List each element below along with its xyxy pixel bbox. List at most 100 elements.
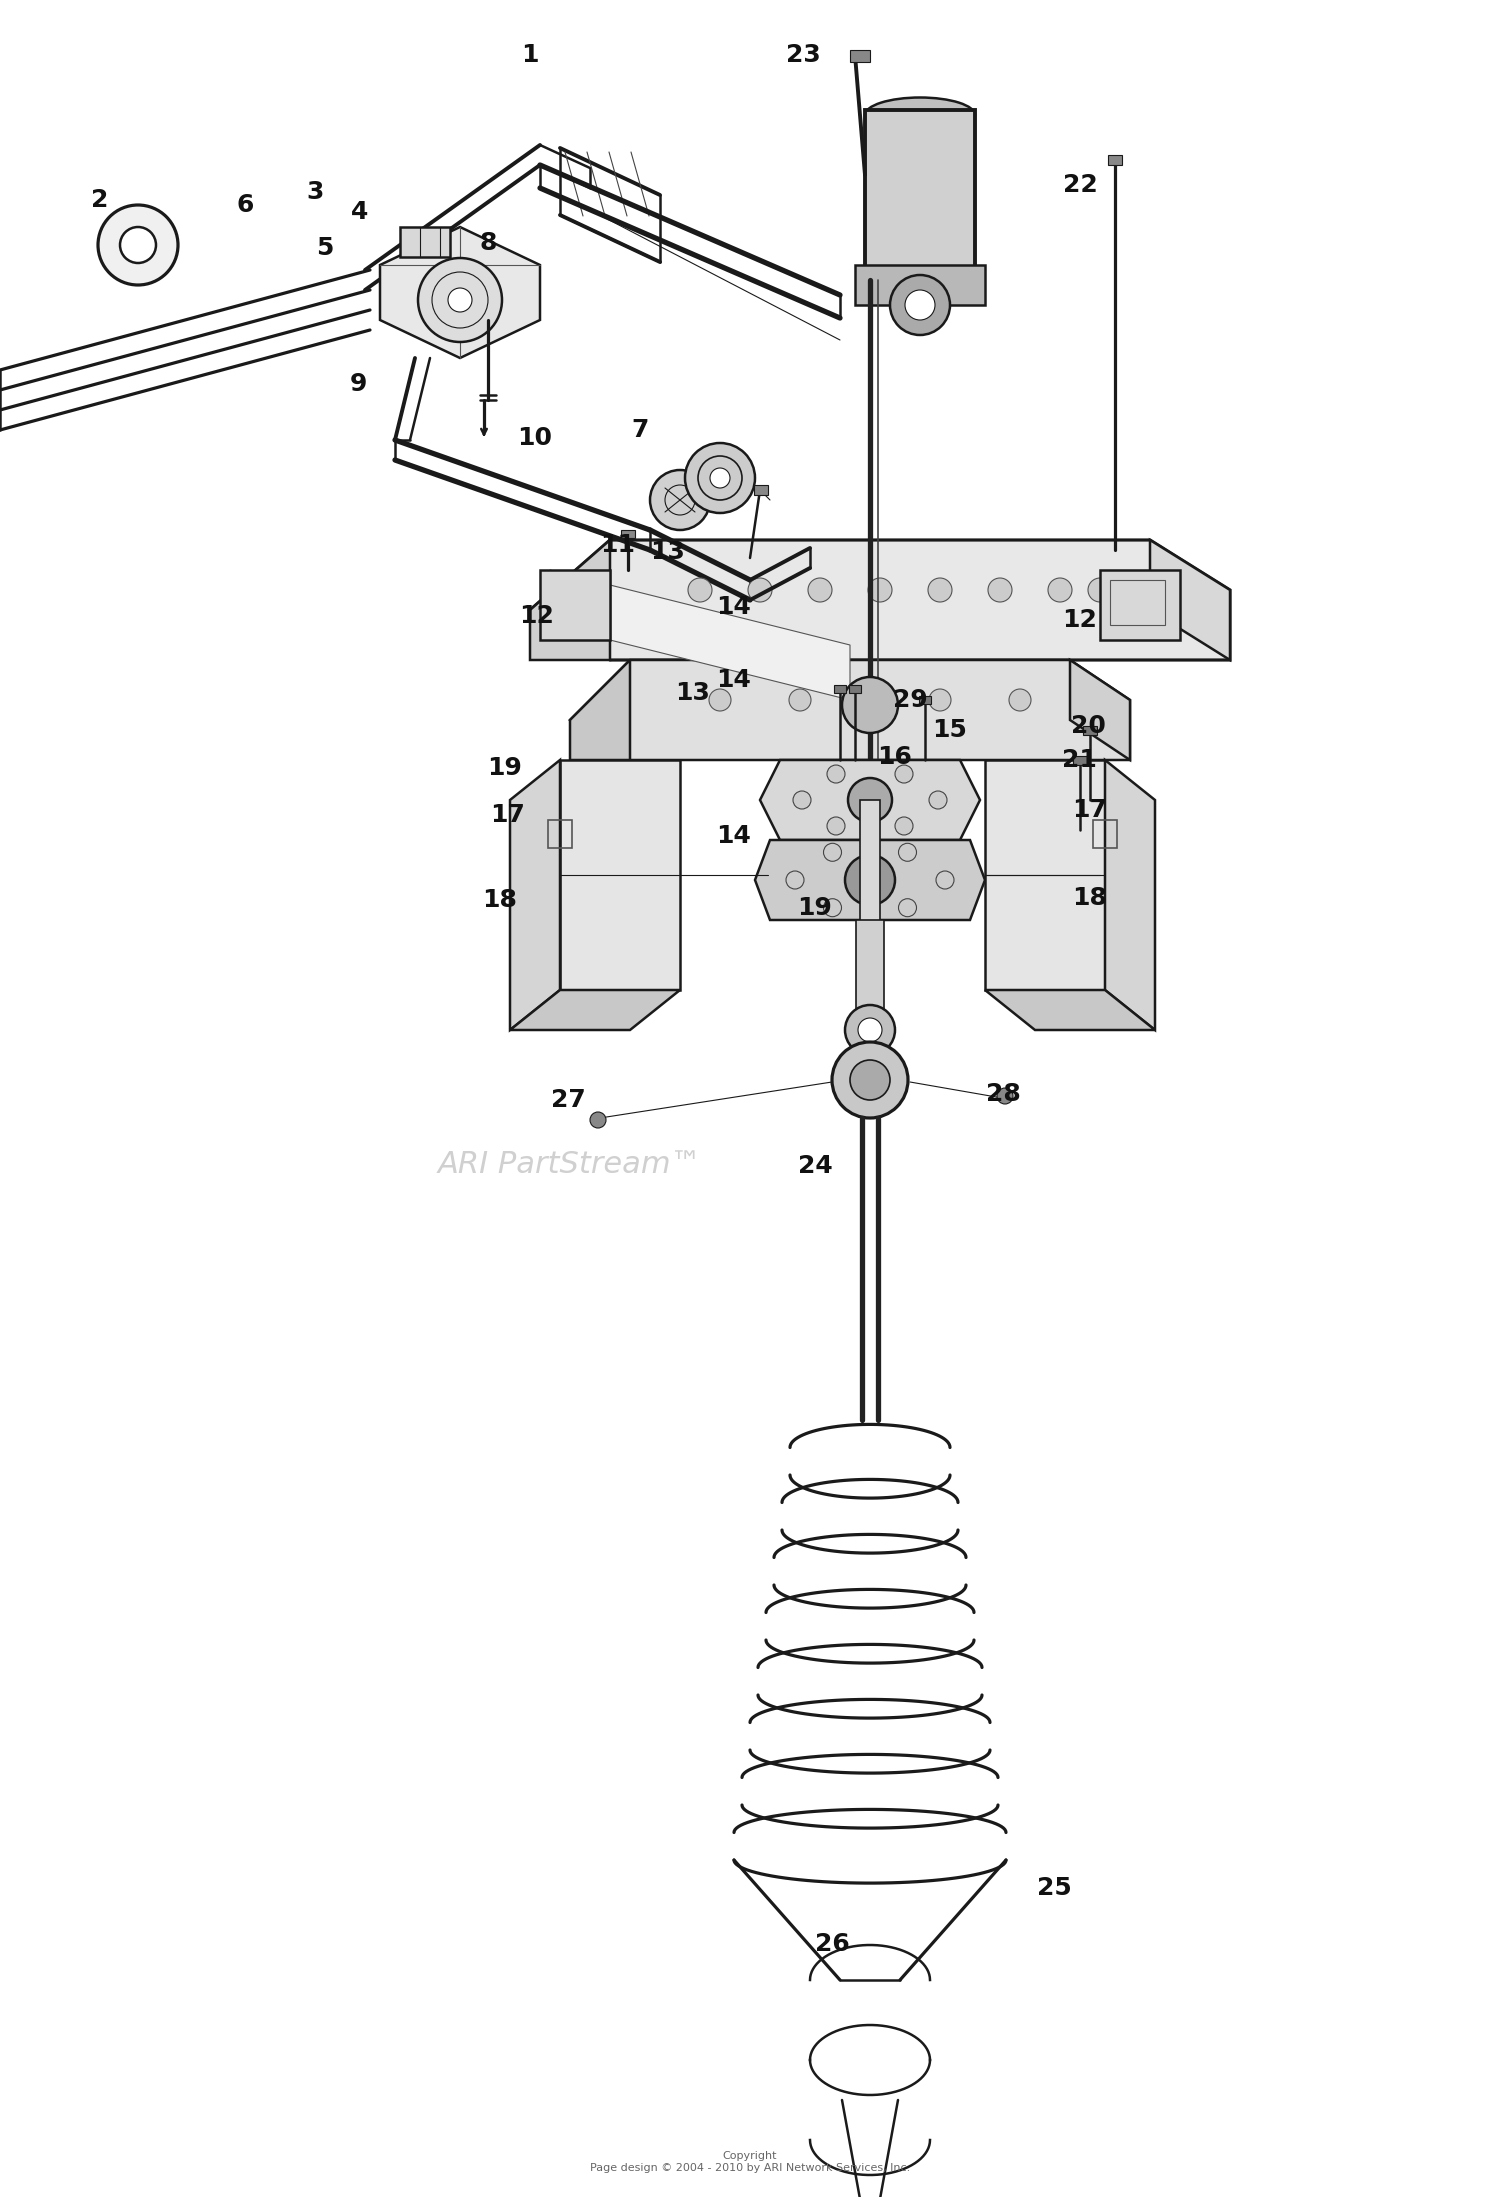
Polygon shape <box>1106 760 1155 1030</box>
Circle shape <box>650 470 710 529</box>
Text: 3: 3 <box>306 180 324 204</box>
Bar <box>856 921 883 1030</box>
Polygon shape <box>986 991 1155 1030</box>
Circle shape <box>419 257 503 343</box>
Text: 14: 14 <box>717 824 752 848</box>
Text: 15: 15 <box>933 718 968 743</box>
Text: 27: 27 <box>550 1088 585 1112</box>
Text: ARI PartStream™: ARI PartStream™ <box>438 1149 702 1180</box>
Circle shape <box>824 844 842 861</box>
Text: 18: 18 <box>483 888 518 912</box>
Text: 11: 11 <box>600 534 636 558</box>
Circle shape <box>824 899 842 916</box>
Polygon shape <box>550 569 850 701</box>
Circle shape <box>710 690 730 712</box>
Circle shape <box>710 468 730 488</box>
Text: Copyright
Page design © 2004 - 2010 by ARI Network Services, Inc.: Copyright Page design © 2004 - 2010 by A… <box>590 2151 910 2173</box>
Ellipse shape <box>865 97 975 132</box>
Bar <box>621 529 634 538</box>
Circle shape <box>1048 578 1072 602</box>
Circle shape <box>98 204 178 286</box>
Text: 16: 16 <box>878 745 912 769</box>
Circle shape <box>748 578 772 602</box>
Text: 12: 12 <box>519 604 555 628</box>
Bar <box>400 226 450 257</box>
Circle shape <box>688 578 712 602</box>
Text: 17: 17 <box>1072 798 1107 822</box>
Bar <box>1108 156 1122 165</box>
Circle shape <box>120 226 156 264</box>
Circle shape <box>858 1017 882 1041</box>
Text: 21: 21 <box>1062 747 1096 771</box>
Circle shape <box>808 578 832 602</box>
Circle shape <box>896 765 914 782</box>
Text: 10: 10 <box>518 426 552 450</box>
Circle shape <box>928 690 951 712</box>
Polygon shape <box>380 226 540 358</box>
Circle shape <box>827 817 844 835</box>
Circle shape <box>448 288 472 312</box>
Text: 24: 24 <box>798 1153 832 1178</box>
Polygon shape <box>760 760 980 839</box>
Text: 17: 17 <box>490 802 525 826</box>
Circle shape <box>794 791 812 808</box>
Bar <box>1110 580 1166 624</box>
Text: 20: 20 <box>1071 714 1106 738</box>
Circle shape <box>868 578 892 602</box>
Circle shape <box>844 1004 895 1055</box>
Circle shape <box>988 578 1012 602</box>
Text: 6: 6 <box>237 193 254 218</box>
Text: 19: 19 <box>798 896 832 921</box>
Polygon shape <box>986 760 1106 991</box>
Text: 26: 26 <box>815 1931 849 1955</box>
Polygon shape <box>510 991 680 1030</box>
Polygon shape <box>530 540 1230 659</box>
Text: 13: 13 <box>651 540 686 565</box>
Circle shape <box>786 870 804 890</box>
Circle shape <box>827 765 844 782</box>
Circle shape <box>590 1112 606 1127</box>
Polygon shape <box>1070 659 1130 760</box>
Circle shape <box>928 578 952 602</box>
Circle shape <box>890 275 950 334</box>
Circle shape <box>936 870 954 890</box>
Text: 4: 4 <box>351 200 369 224</box>
Text: 9: 9 <box>350 371 366 395</box>
Text: 8: 8 <box>480 231 496 255</box>
Text: 25: 25 <box>1036 1876 1071 1900</box>
Text: 23: 23 <box>786 44 820 66</box>
Bar <box>834 685 846 692</box>
Bar <box>859 800 880 960</box>
Text: 13: 13 <box>675 681 711 705</box>
Bar <box>865 110 975 270</box>
Bar <box>855 266 986 305</box>
Text: 18: 18 <box>1072 885 1107 910</box>
Polygon shape <box>560 760 680 991</box>
Circle shape <box>998 1088 1012 1105</box>
Text: 29: 29 <box>892 688 927 712</box>
Polygon shape <box>754 839 986 921</box>
Polygon shape <box>570 659 1130 760</box>
Circle shape <box>859 690 880 712</box>
Text: 7: 7 <box>632 417 648 442</box>
Circle shape <box>896 817 914 835</box>
Circle shape <box>844 855 895 905</box>
Text: 14: 14 <box>717 595 752 620</box>
Polygon shape <box>1100 569 1180 639</box>
Circle shape <box>904 290 934 321</box>
Circle shape <box>850 1059 889 1101</box>
Circle shape <box>789 690 812 712</box>
Text: 2: 2 <box>92 189 108 211</box>
Circle shape <box>847 778 892 822</box>
Circle shape <box>898 844 916 861</box>
Polygon shape <box>510 760 560 1030</box>
Text: 1: 1 <box>522 44 538 66</box>
Circle shape <box>1088 578 1112 602</box>
Text: 14: 14 <box>717 668 752 692</box>
Bar <box>849 685 861 692</box>
Polygon shape <box>570 659 630 760</box>
Polygon shape <box>530 540 610 659</box>
Circle shape <box>1010 690 1031 712</box>
Circle shape <box>833 1041 908 1118</box>
Text: 22: 22 <box>1062 174 1098 198</box>
